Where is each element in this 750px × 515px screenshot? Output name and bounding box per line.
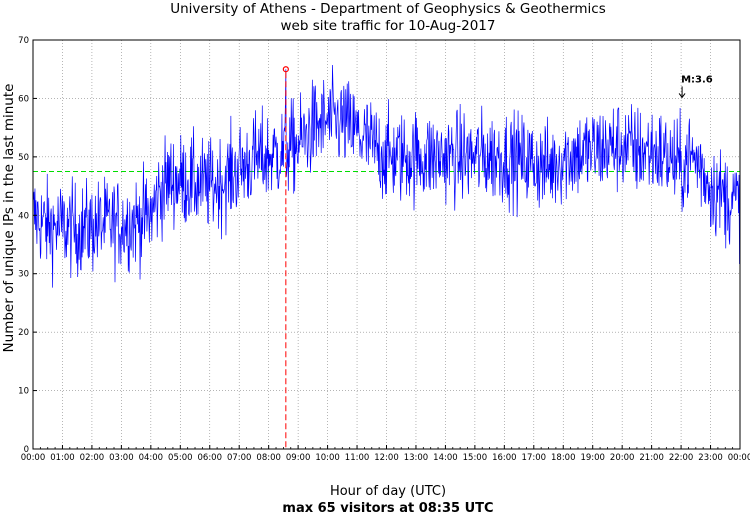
annotation: M:3.6 [678,74,713,99]
x-axis-ticks: 00:00 01:00 02:00 03:00 04:00 05:00 06:00 07:00… [21,445,750,463]
x-tick-label: 19:00 [580,453,605,463]
x-tick-label: 14:00 [433,453,458,463]
x-tick-label: 00:00 [728,453,750,463]
y-tick-label: 40 [18,211,29,221]
y-tick-label: 60 [18,94,29,104]
x-tick-label: 16:00 [492,453,517,463]
x-tick-label: 04:00 [139,453,164,463]
x-tick-label: 00:00 [21,453,46,463]
x-tick-label: 08:00 [256,453,281,463]
x-tick-label: 13:00 [404,453,429,463]
max-marker [282,66,289,449]
x-tick-label: 15:00 [463,453,488,463]
x-axis-label: Hour of day (UTC) [330,484,446,499]
chart-title: University of Athens - Department of Geo… [170,1,606,17]
x-tick-label: 05:00 [168,453,193,463]
x-tick-label: 12:00 [374,453,399,463]
x-tick-label: 10:00 [315,453,340,463]
annotation-label: M:3.6 [681,74,713,85]
traffic-series [32,65,741,288]
y-axis-ticks: 0 10 20 30 40 50 60 70 [18,36,37,455]
x-tick-label: 11:00 [345,453,370,463]
annotation-arrow-head [678,93,686,99]
footer-note: max 65 visitors at 08:35 UTC [282,501,493,515]
y-tick-label: 50 [18,153,29,163]
traffic-line [32,65,741,288]
x-tick-label: 01:00 [50,453,75,463]
x-tick-label: 09:00 [286,453,311,463]
max-point [282,66,289,73]
x-tick-label: 22:00 [669,453,694,463]
y-axis-label: Number of unique IPs in the last minute [1,84,17,353]
x-tick-label: 06:00 [198,453,223,463]
y-tick-label: 0 [24,445,29,455]
x-tick-label: 17:00 [522,453,547,463]
y-tick-label: 10 [18,387,29,397]
y-tick-label: 30 [18,270,29,280]
x-tick-label: 18:00 [551,453,576,463]
y-tick-label: 20 [18,328,29,338]
chart-subtitle: web site traffic for 10-Aug-2017 [281,18,496,34]
x-tick-label: 20:00 [610,453,635,463]
x-tick-label: 21:00 [639,453,664,463]
grid-lines [33,40,740,449]
x-tick-label: 02:00 [80,453,105,463]
x-tick-label: 03:00 [109,453,134,463]
x-tick-label: 07:00 [227,453,252,463]
y-tick-label: 70 [18,36,29,46]
x-tick-label: 23:00 [698,453,723,463]
